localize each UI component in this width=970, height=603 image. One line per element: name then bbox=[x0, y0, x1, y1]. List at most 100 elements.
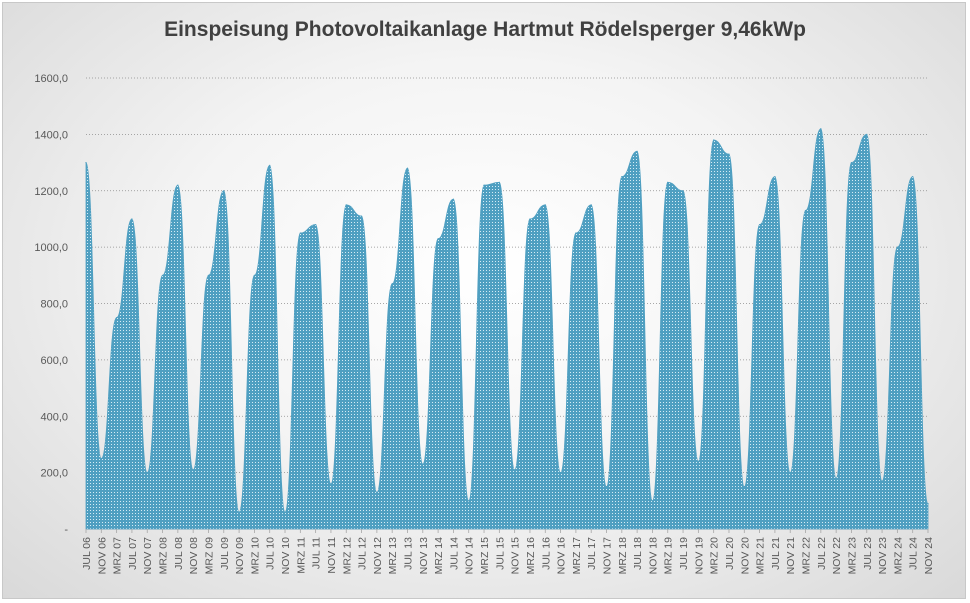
x-tick-label: JUL 22 bbox=[816, 537, 828, 570]
x-tick-label: MRZ 18 bbox=[617, 537, 629, 575]
data-point bbox=[483, 184, 485, 186]
x-tick-label: JUL 13 bbox=[402, 537, 414, 570]
x-tick-label: NOV 19 bbox=[693, 537, 705, 575]
x-tick-label: MRZ 20 bbox=[709, 537, 721, 575]
x-tick-label: MRZ 12 bbox=[341, 537, 353, 575]
x-tick-label: JUL 23 bbox=[862, 537, 874, 570]
data-point bbox=[713, 139, 715, 141]
x-tick-label: MRZ 24 bbox=[892, 537, 904, 575]
data-point bbox=[345, 204, 347, 206]
x-tick-label: JUL 15 bbox=[494, 537, 506, 570]
x-tick-label: JUL 11 bbox=[311, 537, 323, 569]
x-tick-label: JUL 12 bbox=[357, 537, 369, 570]
data-point bbox=[177, 184, 179, 186]
data-point bbox=[376, 491, 378, 493]
data-point bbox=[514, 469, 516, 471]
data-point bbox=[881, 480, 883, 482]
y-tick-label: 200,0 bbox=[40, 468, 68, 480]
x-tick-label: NOV 10 bbox=[280, 537, 292, 575]
x-tick-label: JUL 18 bbox=[632, 537, 644, 570]
x-tick-label: JUL 06 bbox=[81, 537, 93, 570]
data-point bbox=[896, 246, 898, 248]
data-point bbox=[835, 477, 837, 479]
x-tick-label: JUL 10 bbox=[265, 537, 277, 570]
x-tick-label: JUL 14 bbox=[448, 537, 460, 570]
data-point bbox=[927, 503, 929, 505]
data-point bbox=[406, 167, 409, 169]
data-point bbox=[759, 223, 761, 226]
data-point bbox=[452, 198, 455, 200]
x-tick-label: NOV 09 bbox=[234, 537, 246, 575]
x-tick-label: JUL 08 bbox=[173, 537, 185, 570]
data-point bbox=[605, 486, 608, 488]
data-point bbox=[360, 215, 363, 217]
data-point bbox=[253, 274, 255, 276]
x-tick-label: NOV 07 bbox=[142, 537, 154, 575]
data-point bbox=[238, 511, 240, 513]
x-tick-label: NOV 21 bbox=[785, 537, 797, 575]
data-point bbox=[85, 161, 87, 164]
data-point bbox=[575, 232, 577, 234]
x-tick-label: MRZ 08 bbox=[158, 537, 170, 575]
data-point bbox=[804, 209, 807, 212]
y-tick-label: 1000,0 bbox=[34, 242, 68, 254]
data-point bbox=[820, 128, 822, 130]
data-point bbox=[131, 218, 133, 220]
x-tick-label: NOV 14 bbox=[464, 537, 476, 575]
chart-title: Einspeisung Photovoltaikanlage Hartmut R… bbox=[164, 18, 806, 41]
x-tick-label: MRZ 10 bbox=[249, 537, 261, 575]
data-point bbox=[697, 460, 699, 462]
x-axis: JUL 06 NOV 06 MRZ 07 JUL 07 NOV 07 MRZ 08 JUL … bbox=[81, 529, 935, 574]
x-tick-label: JUL 24 bbox=[908, 537, 920, 570]
y-tick-label: 1200,0 bbox=[34, 186, 68, 198]
data-point bbox=[498, 181, 500, 183]
x-tick-label: MRZ 22 bbox=[801, 537, 813, 575]
y-tick-label: 400,0 bbox=[40, 411, 68, 423]
data-point bbox=[651, 500, 654, 502]
x-tick-label: MRZ 13 bbox=[387, 537, 399, 575]
x-tick-label: MRZ 14 bbox=[433, 537, 445, 575]
data-point bbox=[299, 232, 301, 234]
data-point bbox=[223, 190, 225, 192]
data-point bbox=[621, 176, 623, 178]
x-tick-label: JUL 07 bbox=[127, 537, 139, 570]
data-point bbox=[116, 316, 118, 319]
data-point bbox=[590, 204, 592, 206]
data-point bbox=[529, 218, 531, 220]
data-point bbox=[559, 472, 562, 474]
x-tick-label: NOV 11 bbox=[326, 537, 338, 574]
y-tick-label: 1400,0 bbox=[34, 129, 68, 141]
x-tick-label: MRZ 09 bbox=[203, 537, 215, 575]
x-tick-label: MRZ 07 bbox=[112, 537, 124, 575]
data-point bbox=[422, 463, 424, 465]
x-tick-label: NOV 08 bbox=[188, 537, 200, 575]
y-tick-label: 800,0 bbox=[40, 299, 68, 311]
data-point bbox=[728, 153, 730, 155]
data-point bbox=[161, 274, 164, 276]
data-point bbox=[544, 204, 546, 206]
y-tick-label: 1600,0 bbox=[34, 73, 68, 85]
data-point bbox=[146, 472, 148, 474]
x-tick-label: NOV 23 bbox=[877, 537, 889, 575]
data-point bbox=[912, 176, 914, 178]
x-tick-label: NOV 24 bbox=[923, 537, 935, 575]
data-point bbox=[437, 238, 439, 240]
area-series-path bbox=[85, 128, 929, 530]
data-point bbox=[330, 483, 332, 485]
x-tick-label: MRZ 11 bbox=[295, 537, 307, 574]
x-tick-label: JUL 21 bbox=[770, 537, 782, 570]
x-tick-label: MRZ 23 bbox=[846, 537, 858, 575]
x-tick-label: JUL 09 bbox=[219, 537, 231, 570]
data-point bbox=[774, 176, 776, 178]
data-point bbox=[315, 223, 317, 226]
x-tick-label: MRZ 15 bbox=[479, 537, 491, 575]
x-tick-label: MRZ 16 bbox=[525, 537, 537, 575]
x-tick-label: NOV 06 bbox=[96, 537, 108, 575]
y-tick-label: - bbox=[64, 524, 68, 536]
data-point bbox=[866, 133, 868, 135]
data-point bbox=[391, 283, 393, 285]
data-point bbox=[743, 486, 745, 488]
data-point bbox=[269, 164, 271, 166]
x-tick-label: MRZ 19 bbox=[663, 537, 675, 575]
data-point bbox=[468, 500, 470, 502]
